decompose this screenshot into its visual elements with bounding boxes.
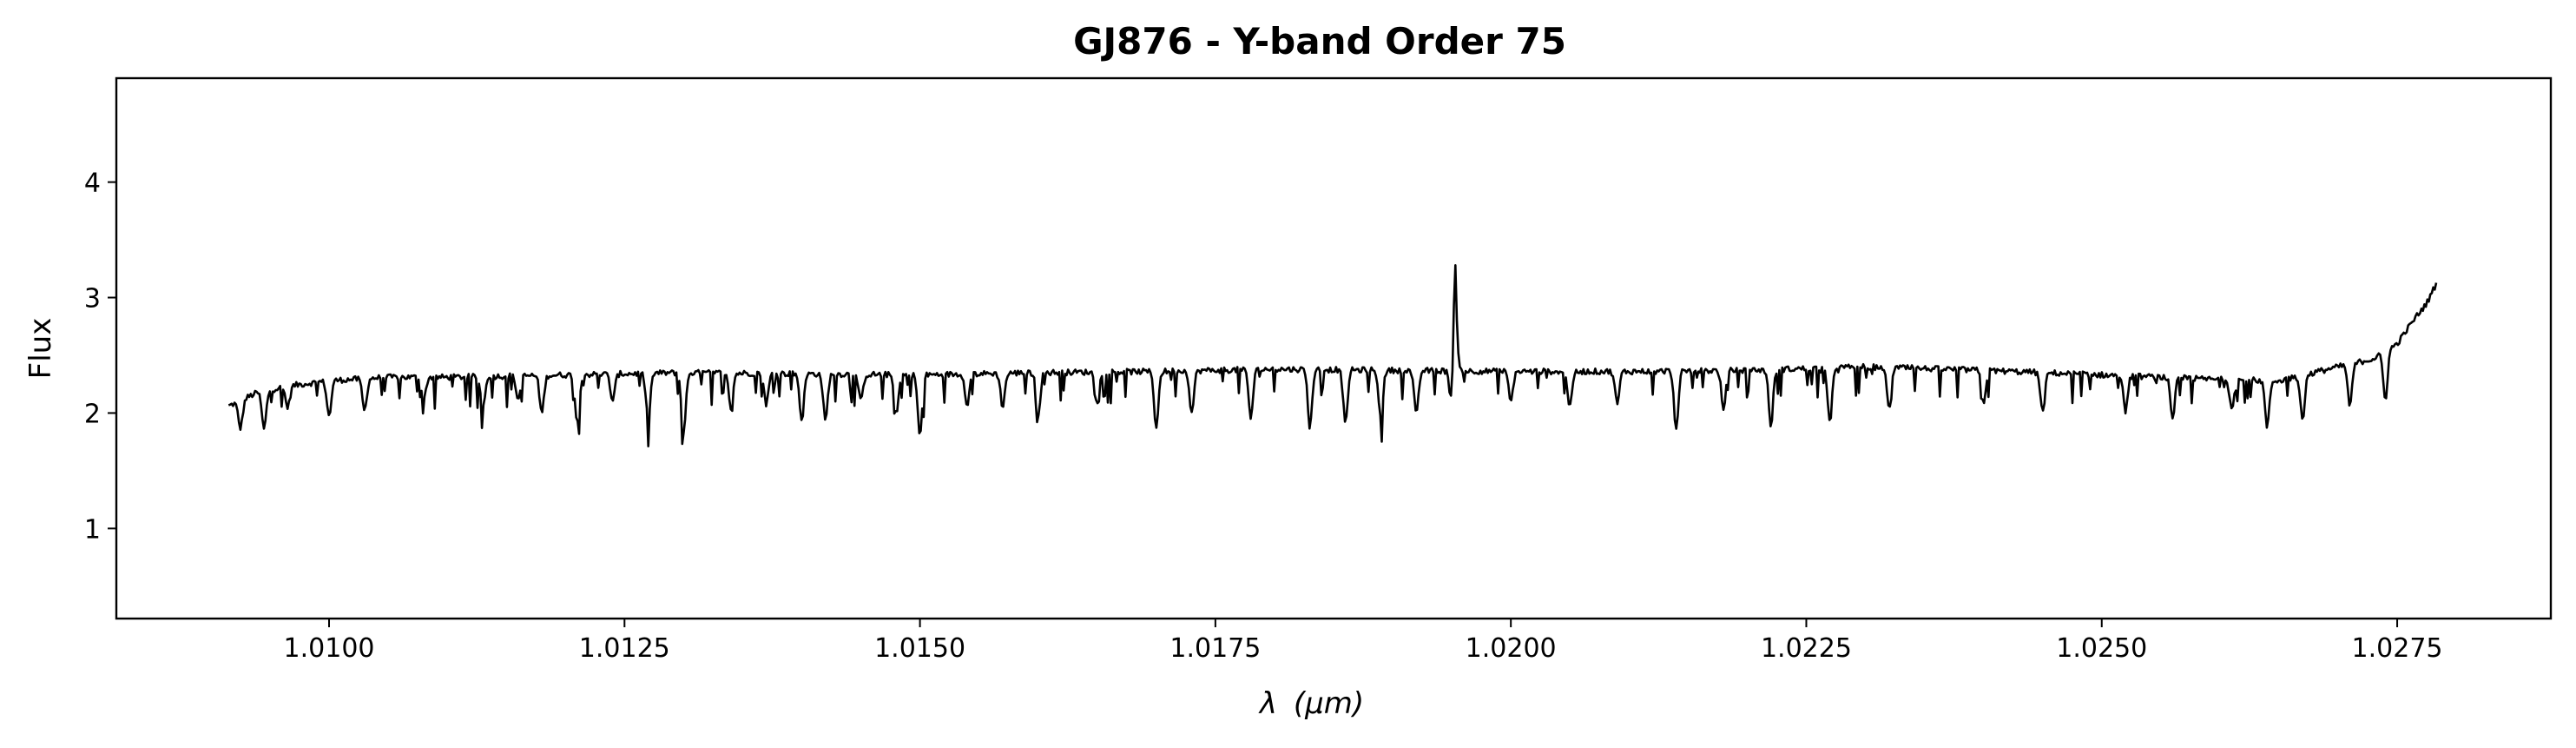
x-axis-label-symbol: λ — [1258, 686, 1277, 721]
x-tick-label: 1.0125 — [579, 633, 670, 664]
x-tick-label: 1.0150 — [874, 633, 965, 664]
x-tick-label: 1.0100 — [284, 633, 375, 664]
y-tick-label: 2 — [84, 399, 101, 429]
spectrum-layer — [227, 263, 2438, 448]
x-axis-label: λ (μm) — [1258, 686, 1364, 721]
y-tick-label: 3 — [84, 284, 101, 314]
x-axis-label-unit: (μm) — [1294, 686, 1364, 721]
x-tick-label: 1.0200 — [1466, 633, 1557, 664]
x-axis: 1.0100 1.0125 1.0150 1.0175 1.0200 1.0225 1.02… — [284, 619, 2443, 664]
spectrum-line — [227, 263, 2438, 448]
y-axis: 1 2 3 4 — [84, 169, 116, 545]
plot-frame — [115, 76, 2553, 620]
y-tick-label: 1 — [84, 514, 101, 545]
x-tick-label: 1.0250 — [2056, 633, 2147, 664]
y-tick-label: 4 — [84, 169, 101, 199]
x-tick-label: 1.0225 — [1761, 633, 1852, 664]
x-tick-label: 1.0275 — [2352, 633, 2443, 664]
x-tick-label: 1.0175 — [1169, 633, 1261, 664]
chart-title: GJ876 - Y-band Order 75 — [1073, 20, 1566, 63]
y-axis-label: Flux — [23, 318, 58, 380]
